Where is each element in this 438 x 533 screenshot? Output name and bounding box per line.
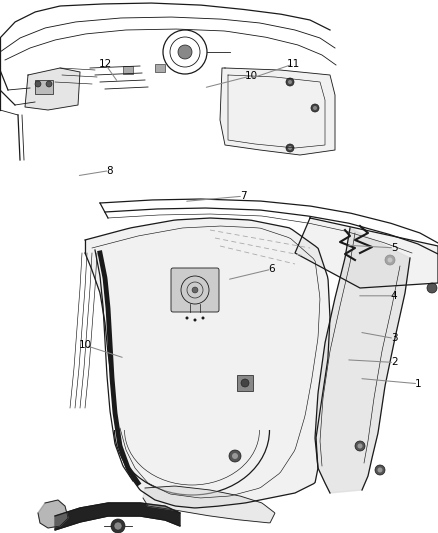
Text: 4: 4 xyxy=(391,291,398,301)
Text: 10: 10 xyxy=(79,341,92,350)
Circle shape xyxy=(201,317,205,319)
Text: 5: 5 xyxy=(391,243,398,253)
Text: 8: 8 xyxy=(106,166,113,175)
Circle shape xyxy=(355,441,365,451)
Circle shape xyxy=(378,467,382,472)
Text: 10: 10 xyxy=(245,71,258,80)
Circle shape xyxy=(35,81,41,87)
Bar xyxy=(237,375,253,391)
Circle shape xyxy=(357,443,363,448)
Circle shape xyxy=(232,453,238,459)
Circle shape xyxy=(178,45,192,59)
Circle shape xyxy=(46,81,52,87)
Text: 3: 3 xyxy=(391,334,398,343)
Polygon shape xyxy=(295,218,438,288)
Bar xyxy=(35,80,53,94)
Circle shape xyxy=(388,257,392,262)
Circle shape xyxy=(229,450,241,462)
Circle shape xyxy=(192,287,198,293)
FancyBboxPatch shape xyxy=(171,268,219,312)
Text: 6: 6 xyxy=(268,264,275,274)
Circle shape xyxy=(286,78,294,86)
Circle shape xyxy=(288,146,292,150)
Text: 1: 1 xyxy=(415,379,422,389)
Circle shape xyxy=(313,106,317,110)
Polygon shape xyxy=(220,68,335,155)
Polygon shape xyxy=(85,218,330,508)
Circle shape xyxy=(111,519,125,533)
Circle shape xyxy=(375,465,385,475)
Circle shape xyxy=(288,80,292,84)
Text: 7: 7 xyxy=(240,191,247,201)
Polygon shape xyxy=(25,68,80,110)
Polygon shape xyxy=(143,486,275,523)
Polygon shape xyxy=(55,503,180,530)
Polygon shape xyxy=(315,228,410,493)
Circle shape xyxy=(311,104,319,112)
Circle shape xyxy=(385,255,395,265)
Circle shape xyxy=(241,379,249,387)
Circle shape xyxy=(114,522,122,530)
Bar xyxy=(123,66,133,74)
Circle shape xyxy=(186,317,188,319)
Circle shape xyxy=(427,283,437,293)
Circle shape xyxy=(286,144,294,152)
Text: 12: 12 xyxy=(99,59,112,69)
Circle shape xyxy=(194,319,197,321)
Bar xyxy=(155,64,165,72)
Text: 2: 2 xyxy=(391,358,398,367)
Polygon shape xyxy=(38,500,68,528)
Text: 11: 11 xyxy=(287,59,300,69)
